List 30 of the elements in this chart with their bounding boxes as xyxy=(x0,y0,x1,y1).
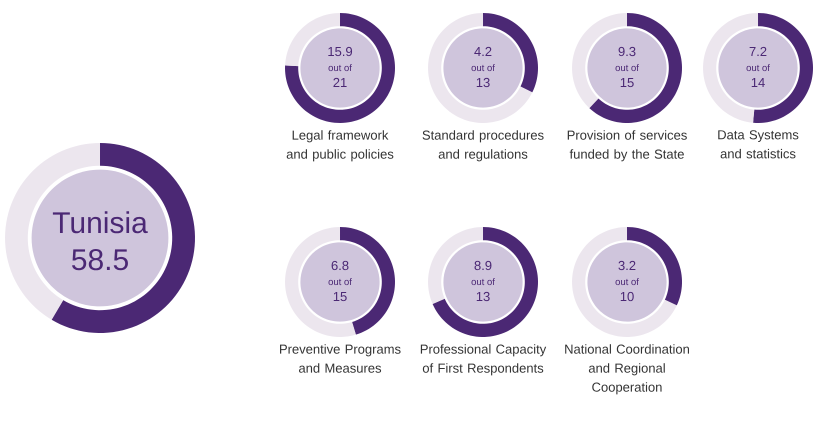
data-label: 7.2 xyxy=(750,46,766,56)
data-label: 6.8 xyxy=(332,260,348,270)
text: out of xyxy=(472,64,495,72)
data-label: 9.3 xyxy=(618,46,636,56)
data-label: 4.2 xyxy=(474,46,492,56)
text: Provision of services funded by the State xyxy=(568,130,687,162)
text: National Coordination and Regional Cooperation xyxy=(565,344,689,394)
text: out of xyxy=(616,278,639,286)
text: 13 xyxy=(476,78,490,88)
text: out of xyxy=(328,278,352,286)
text: Preventive Programs and Measures xyxy=(280,344,401,373)
text: Tunisia xyxy=(52,211,148,234)
data-label: 3.2 xyxy=(618,260,636,270)
text: 21 xyxy=(333,78,347,87)
text: 10 xyxy=(620,292,634,302)
text: out of xyxy=(746,64,770,72)
text: out of xyxy=(328,64,352,72)
text: Professional Capacity of First Respondents xyxy=(420,344,546,376)
text: 14 xyxy=(752,78,765,87)
text: out of xyxy=(472,278,495,286)
data-label: 8.9 xyxy=(474,260,492,270)
text: Legal framework and public policies xyxy=(286,130,394,162)
text: out of xyxy=(616,64,639,72)
data-label: 58.5 xyxy=(72,249,128,270)
text: 13 xyxy=(476,292,490,302)
text: 15 xyxy=(334,292,347,302)
text: 15 xyxy=(620,78,634,88)
text: Data Systems and statistics xyxy=(718,130,798,158)
text: Standard procedures and regulations xyxy=(422,130,544,162)
data-label: 15.9 xyxy=(328,46,352,56)
